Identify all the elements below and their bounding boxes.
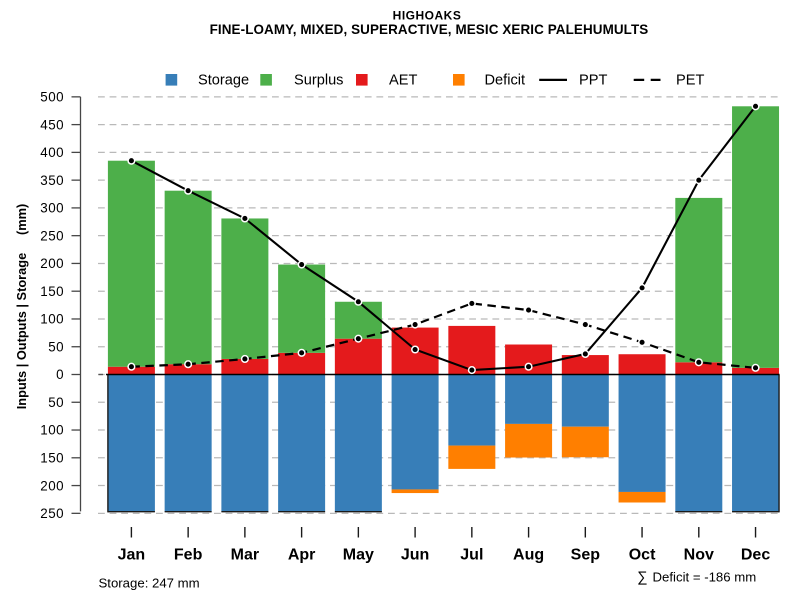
svg-text:AET: AET	[389, 73, 417, 89]
svg-text:Dec: Dec	[741, 547, 770, 564]
svg-text:300: 300	[40, 201, 64, 216]
svg-text:Aug: Aug	[513, 547, 544, 564]
svg-text:Jun: Jun	[401, 547, 429, 564]
svg-text:200: 200	[40, 478, 64, 493]
svg-text:500: 500	[40, 90, 64, 105]
svg-text:100: 100	[40, 312, 64, 327]
svg-text:Deficit: Deficit	[485, 73, 526, 89]
svg-text:Oct: Oct	[629, 547, 656, 564]
svg-text:Mar: Mar	[231, 547, 259, 564]
svg-text:250: 250	[40, 228, 64, 243]
svg-text:Jan: Jan	[118, 547, 146, 564]
svg-text:100: 100	[40, 423, 64, 438]
svg-text:250: 250	[40, 506, 64, 521]
svg-text:PPT: PPT	[579, 73, 607, 89]
svg-text:Surplus: Surplus	[294, 73, 343, 89]
svg-text:350: 350	[40, 173, 64, 188]
svg-text:Jul: Jul	[460, 547, 483, 564]
svg-text:HIGHOAKS: HIGHOAKS	[393, 8, 462, 22]
svg-text:Sep: Sep	[571, 547, 601, 564]
svg-text:Storage: 247 mm: Storage: 247 mm	[99, 576, 200, 591]
svg-text:Storage: Storage	[198, 73, 249, 89]
svg-text:May: May	[343, 547, 374, 564]
svg-text:50: 50	[48, 395, 64, 410]
svg-text:200: 200	[40, 256, 64, 271]
svg-text:450: 450	[40, 117, 64, 132]
svg-text:PET: PET	[676, 73, 704, 89]
svg-text:∑Deficit = -186 mm: ∑ Deficit = -186 mm	[637, 569, 756, 585]
svg-text:Nov: Nov	[684, 547, 714, 564]
svg-text:Inputs | Outputs | Storage: Inputs | Outputs | Storage (mm)	[14, 204, 29, 410]
svg-text:50: 50	[48, 339, 64, 354]
svg-text:FINE-LOAMY, MIXED, SUPERACTIVE: FINE-LOAMY, MIXED, SUPERACTIVE, MESIC XE…	[210, 22, 649, 37]
svg-text:400: 400	[40, 145, 64, 160]
svg-text:Feb: Feb	[174, 547, 203, 564]
svg-text:150: 150	[40, 284, 64, 299]
svg-text:150: 150	[40, 451, 64, 466]
svg-text:0: 0	[56, 367, 64, 382]
svg-text:Apr: Apr	[288, 547, 316, 564]
